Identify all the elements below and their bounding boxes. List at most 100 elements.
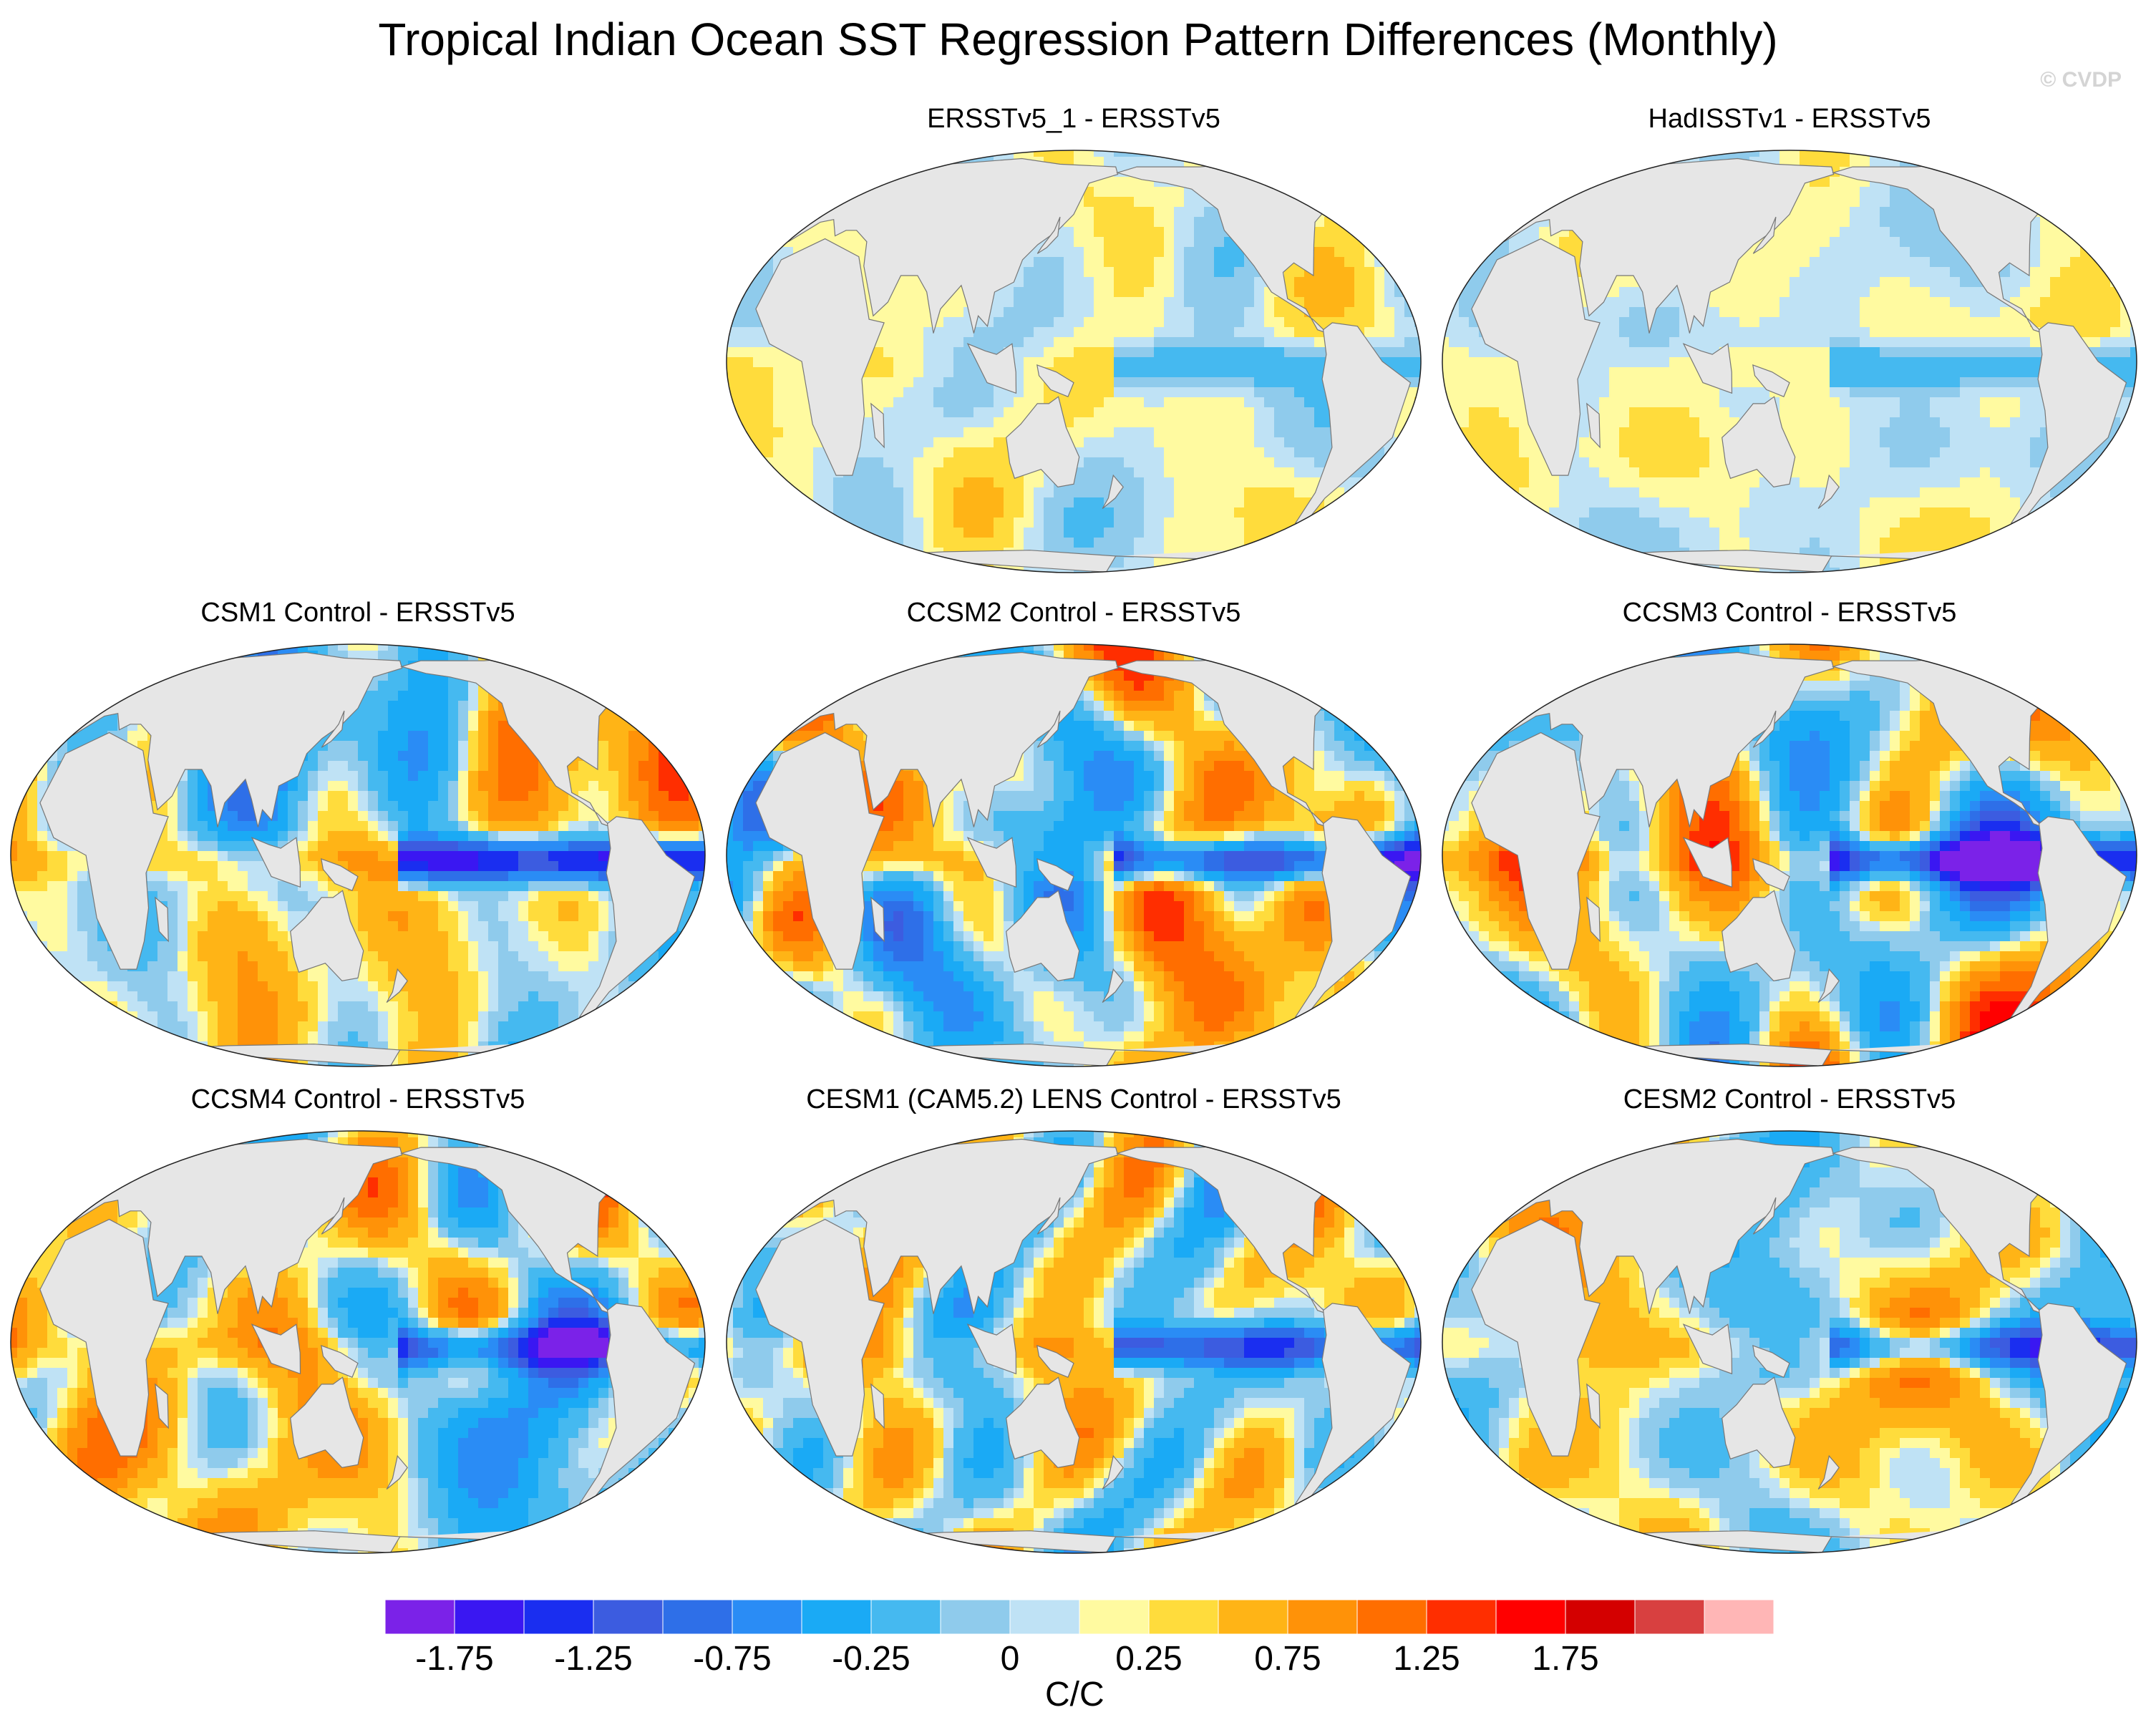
sst-cell <box>1144 507 1155 518</box>
sst-cell <box>1549 150 1560 157</box>
sst-cell <box>2020 150 2031 157</box>
sst-cell <box>813 187 824 198</box>
sst-cell <box>1414 267 1421 278</box>
sst-cell <box>1404 227 1415 238</box>
sst-cell <box>1274 427 1285 438</box>
sst-cell <box>1442 257 1450 268</box>
sst-cell <box>1394 237 1405 248</box>
sst-cell <box>2000 167 2011 178</box>
sst-cell <box>1870 287 1880 298</box>
sst-cell <box>1414 507 1421 518</box>
sst-cell <box>1469 407 1480 418</box>
sst-cell <box>1354 558 1365 568</box>
sst-cell <box>1960 150 1971 157</box>
sst-cell <box>1489 247 1500 258</box>
sst-cell <box>1304 427 1315 438</box>
sst-cell <box>1870 277 1880 288</box>
sst-cell <box>1064 347 1074 358</box>
sst-cell <box>1124 177 1135 188</box>
sst-cell <box>1114 197 1125 208</box>
sst-cell <box>933 427 944 438</box>
sst-cell <box>2040 307 2051 318</box>
sst-cell <box>753 377 764 388</box>
sst-cell <box>923 447 934 458</box>
sst-cell <box>2110 337 2121 348</box>
sst-cell <box>1174 507 1185 518</box>
sst-cell <box>1669 357 1680 368</box>
sst-cell <box>1659 150 1670 157</box>
sst-cell <box>1314 357 1325 368</box>
sst-cell <box>1970 150 1981 157</box>
sst-cell <box>1374 287 1385 298</box>
sst-cell <box>1214 150 1225 157</box>
sst-cell <box>1144 377 1155 388</box>
sst-cell <box>1840 337 1850 348</box>
sst-cell <box>1920 267 1931 278</box>
sst-cell <box>1364 327 1375 338</box>
sst-cell <box>1890 287 1900 298</box>
sst-cell <box>1314 257 1325 268</box>
sst-cell <box>1234 437 1245 448</box>
sst-cell <box>903 367 914 378</box>
sst-cell <box>1499 407 1510 418</box>
sst-cell <box>803 568 814 573</box>
sst-cell <box>1104 457 1115 468</box>
sst-cell <box>1184 307 1195 318</box>
sst-cell <box>1344 307 1355 318</box>
sst-cell <box>2020 167 2031 178</box>
sst-cell <box>2050 277 2061 288</box>
sst-cell <box>1489 150 1500 157</box>
sst-cell <box>2040 167 2051 178</box>
sst-cell <box>1980 407 1991 418</box>
sst-cell <box>1344 267 1355 278</box>
sst-cell <box>1759 357 1770 368</box>
sst-cell <box>1830 197 1840 208</box>
sst-cell <box>2000 417 2011 428</box>
sst-cell <box>1104 357 1115 368</box>
sst-cell <box>953 347 964 358</box>
sst-cell <box>1800 357 1810 368</box>
sst-cell <box>1619 157 1630 167</box>
sst-cell <box>1414 528 1421 538</box>
sst-cell <box>1084 317 1094 328</box>
sst-cell <box>1134 337 1145 348</box>
sst-cell <box>1074 507 1084 518</box>
sst-cell <box>963 407 974 418</box>
sst-cell <box>1729 397 1740 408</box>
sst-cell <box>1204 387 1215 398</box>
sst-cell <box>1980 377 1991 388</box>
sst-cell <box>1154 407 1165 418</box>
sst-cell <box>1294 477 1305 488</box>
sst-cell <box>1064 327 1074 338</box>
sst-cell <box>1469 187 1480 198</box>
sst-cell <box>1324 150 1335 157</box>
sst-cell <box>933 347 944 358</box>
sst-cell <box>1649 150 1660 157</box>
sst-cell <box>1204 267 1215 278</box>
sst-cell <box>883 387 894 398</box>
sst-cell <box>1294 538 1305 548</box>
sst-cell <box>1860 187 1870 198</box>
sst-cell <box>933 538 944 548</box>
sst-cell <box>1314 227 1325 238</box>
sst-cell <box>1599 150 1610 157</box>
sst-cell <box>863 477 874 488</box>
sst-cell <box>1810 237 1820 248</box>
sst-cell <box>883 150 894 157</box>
sst-cell <box>823 517 834 528</box>
sst-cell <box>1124 538 1135 548</box>
sst-cell <box>984 497 994 508</box>
sst-cell <box>1459 237 1470 248</box>
sst-cell <box>1284 387 1295 398</box>
sst-cell <box>1810 317 1820 328</box>
sst-cell <box>1344 247 1355 258</box>
sst-cell <box>843 507 854 518</box>
sst-cell <box>1442 427 1450 438</box>
sst-cell <box>1194 217 1205 228</box>
sst-cell <box>933 150 944 157</box>
sst-cell <box>1204 437 1215 448</box>
sst-cell <box>923 457 934 468</box>
sst-cell <box>727 548 734 558</box>
sst-cell <box>1649 357 1660 368</box>
sst-cell <box>1499 157 1510 167</box>
